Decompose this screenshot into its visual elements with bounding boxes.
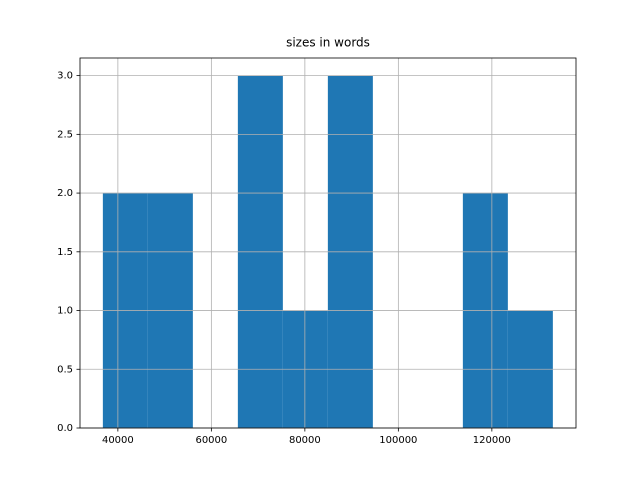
y-tick-label: 1.5 <box>57 247 73 258</box>
x-tick-label: 100000 <box>379 435 417 446</box>
x-tick-label: 40000 <box>102 435 134 446</box>
y-tick-label: 2.0 <box>57 188 73 199</box>
chart-title: sizes in words <box>286 36 370 50</box>
x-tick-label: 60000 <box>195 435 227 446</box>
y-tick-label: 3.0 <box>57 71 73 82</box>
y-tick-label: 0.0 <box>57 423 73 434</box>
x-tick-label: 80000 <box>289 435 321 446</box>
plot-frame <box>79 57 577 429</box>
y-tick-label: 2.5 <box>57 129 73 140</box>
y-tick-label: 0.5 <box>57 364 73 375</box>
y-tick-label: 1.0 <box>57 306 73 317</box>
x-tick-label: 120000 <box>473 435 511 446</box>
